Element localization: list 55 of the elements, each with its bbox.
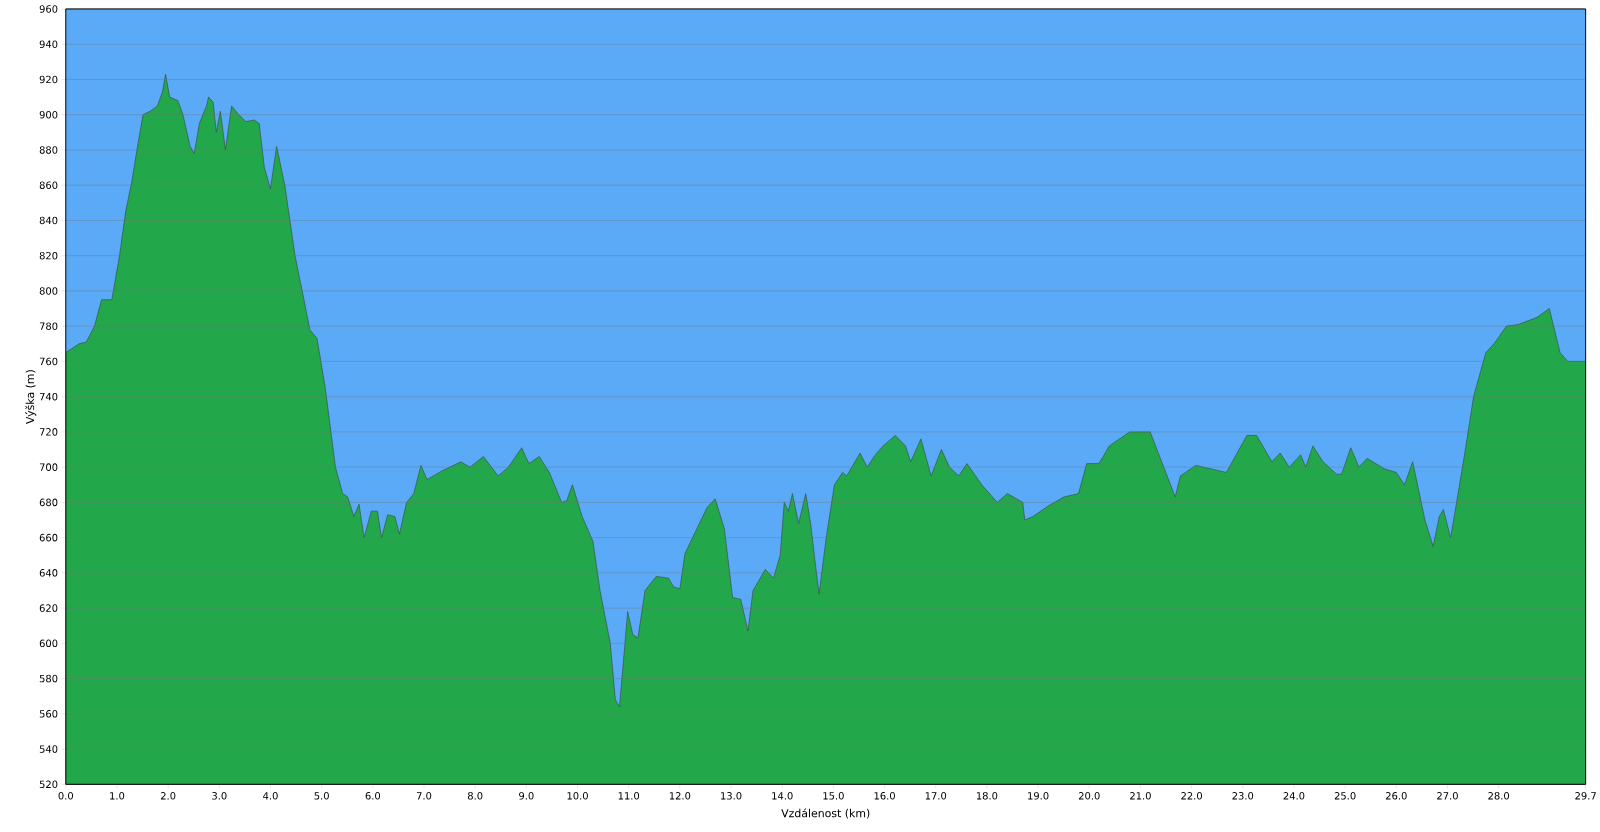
y-tick-label: 520 — [39, 780, 58, 789]
x-tick-label: 26.0 — [1385, 791, 1407, 800]
x-tick-label: 15.0 — [823, 791, 844, 800]
x-axis-title: Vzdálenost (km) — [781, 808, 870, 819]
y-tick-label: 900 — [39, 110, 58, 119]
x-tick-label: 14.0 — [772, 791, 793, 800]
y-tick-label: 540 — [39, 745, 58, 753]
x-tick-label: 8.0 — [467, 791, 483, 800]
x-tick-label: 25.0 — [1334, 791, 1356, 800]
y-tick-label: 840 — [39, 216, 58, 225]
y-tick-label: 620 — [39, 604, 58, 612]
x-tick-label: 23.0 — [1232, 791, 1254, 800]
x-tick-label: 28.0 — [1488, 791, 1510, 800]
x-tick-label: 24.0 — [1283, 791, 1305, 800]
y-tick-label: 820 — [39, 251, 58, 260]
y-tick-label: 920 — [39, 75, 58, 84]
y-tick-label: 960 — [39, 5, 58, 13]
y-tick-label: 760 — [39, 357, 58, 366]
x-tick-label: 27.0 — [1437, 791, 1458, 800]
x-tick-label: 2.0 — [160, 791, 176, 800]
x-tick-label: 20.0 — [1078, 791, 1100, 800]
x-tick-label: 6.0 — [365, 791, 381, 800]
y-tick-label: 720 — [39, 428, 58, 436]
x-tick-label: 1.0 — [110, 791, 125, 800]
x-tick-label: 7.0 — [416, 791, 432, 800]
x-tick-label: 18.0 — [976, 791, 998, 800]
x-tick-label: 12.0 — [669, 791, 691, 800]
x-tick-label: 17.0 — [925, 791, 947, 800]
y-tick-label: 580 — [39, 674, 58, 683]
x-tick-label: 13.0 — [721, 791, 742, 800]
y-tick-label: 560 — [39, 710, 58, 718]
y-axis-title: Výška (m) — [25, 370, 37, 424]
y-tick-label: 680 — [39, 498, 58, 507]
y-tick-label: 660 — [39, 533, 58, 542]
x-tick-label: 3.0 — [212, 791, 227, 800]
x-tick-label: 11.0 — [618, 791, 640, 800]
y-tick-label: 600 — [39, 639, 58, 648]
x-tick-label: 29.7 — [1575, 791, 1596, 800]
y-tick-label: 880 — [39, 146, 58, 154]
x-tick-label: 10.0 — [567, 791, 588, 800]
x-tick-label: 9.0 — [519, 791, 534, 800]
x-tick-label: 4.0 — [263, 791, 278, 800]
x-tick-label: 5.0 — [314, 791, 329, 800]
y-tick-label: 780 — [39, 322, 58, 330]
y-tick-label: 940 — [39, 40, 58, 48]
x-tick-label: 0.0 — [58, 791, 74, 800]
x-tick-label: 16.0 — [874, 791, 895, 800]
x-tick-label: 22.0 — [1181, 791, 1203, 800]
y-tick-label: 800 — [39, 287, 58, 295]
y-tick-label: 740 — [39, 392, 58, 401]
y-tick-label: 860 — [39, 181, 58, 189]
x-tick-label: 19.0 — [1028, 791, 1049, 800]
x-tick-label: 21.0 — [1130, 791, 1151, 800]
y-tick-label: 640 — [39, 569, 58, 577]
y-tick-label: 700 — [39, 463, 58, 471]
